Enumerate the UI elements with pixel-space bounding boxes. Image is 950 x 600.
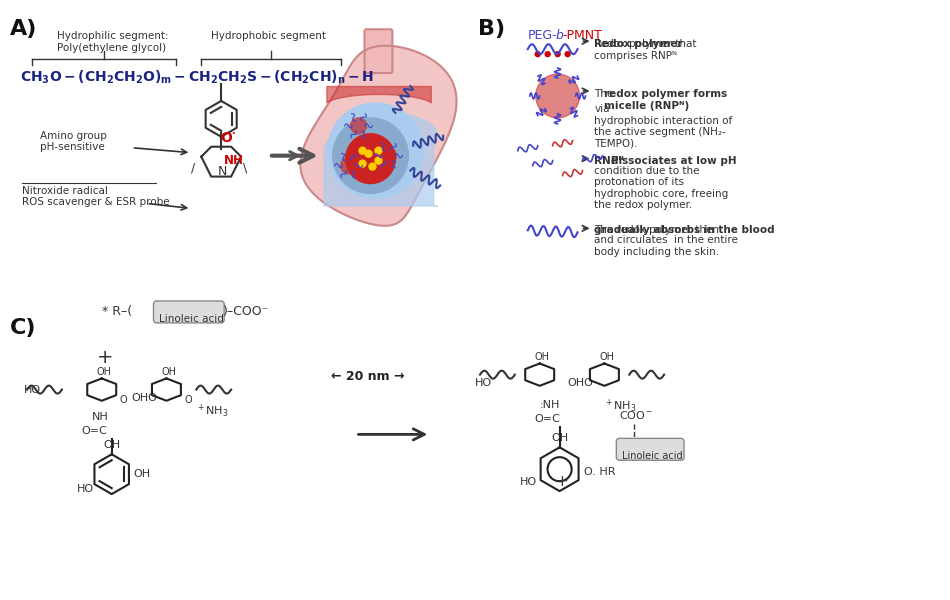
Circle shape: [328, 103, 424, 199]
Text: O=C: O=C: [535, 415, 560, 424]
Text: O=C: O=C: [82, 427, 107, 436]
Text: Nitroxide radical
ROS scavenger & ESR probe: Nitroxide radical ROS scavenger & ESR pr…: [22, 185, 170, 207]
Text: Redox polymer: Redox polymer: [595, 39, 683, 49]
FancyBboxPatch shape: [365, 29, 392, 73]
Text: /: /: [191, 161, 196, 175]
Text: O: O: [184, 395, 192, 404]
Circle shape: [375, 147, 382, 154]
Text: +: +: [556, 474, 568, 489]
Text: A): A): [10, 19, 38, 40]
Text: OH: OH: [162, 367, 177, 377]
Text: :NH: :NH: [540, 400, 560, 410]
Text: redox polymer forms
micelle (RNPᴺ): redox polymer forms micelle (RNPᴺ): [604, 89, 728, 110]
Text: Linoleic acid: Linoleic acid: [622, 451, 683, 461]
Text: OH: OH: [552, 433, 569, 443]
Text: COO$^-$: COO$^-$: [619, 409, 654, 421]
Text: via
hydrophobic interaction of
the active segment (NH₂-
TEMPO).: via hydrophobic interaction of the activ…: [595, 104, 732, 149]
Text: HO: HO: [77, 484, 94, 494]
Text: The redox polymer then: The redox polymer then: [595, 226, 719, 247]
Text: O. HR: O. HR: [584, 467, 616, 477]
Text: HO: HO: [520, 477, 537, 487]
Text: N: N: [218, 164, 228, 178]
Text: OH: OH: [134, 469, 151, 479]
Text: $\mathbf{CH_3O-(CH_2CH_2O)_m-CH_2CH_2S-(CH_2CH)_n-H}$: $\mathbf{CH_3O-(CH_2CH_2O)_m-CH_2CH_2S-(…: [20, 69, 374, 86]
Text: )–COO⁻: )–COO⁻: [223, 305, 270, 318]
Text: HO: HO: [24, 385, 41, 395]
Text: -PMNT: -PMNT: [562, 29, 602, 42]
Text: dissociates at low pH: dissociates at low pH: [612, 155, 737, 166]
Text: gradually absorbs in the blood: gradually absorbs in the blood: [595, 226, 775, 235]
Text: and circulates  in the entire
body including the skin.: and circulates in the entire body includ…: [595, 235, 738, 257]
Text: condition due to the
protonation of its
hydrophobic core, freeing
the redox poly: condition due to the protonation of its …: [595, 166, 729, 211]
Circle shape: [380, 148, 396, 164]
Circle shape: [365, 150, 372, 157]
Circle shape: [545, 52, 550, 56]
Text: Hydrophobic segment: Hydrophobic segment: [211, 31, 326, 41]
Text: \: \: [243, 161, 247, 175]
Text: OH: OH: [599, 352, 615, 362]
Circle shape: [555, 52, 560, 56]
Circle shape: [565, 52, 570, 56]
Circle shape: [375, 157, 382, 164]
Text: NH: NH: [92, 412, 108, 422]
Text: HO: HO: [475, 377, 492, 388]
FancyBboxPatch shape: [617, 439, 684, 460]
Text: +: +: [97, 348, 113, 367]
Text: OHO: OHO: [567, 377, 594, 388]
Text: Amino group
pH-sensitive: Amino group pH-sensitive: [40, 131, 107, 152]
Circle shape: [359, 160, 366, 167]
Circle shape: [535, 52, 541, 56]
Text: b: b: [556, 29, 563, 42]
Text: ← 20 nm →: ← 20 nm →: [331, 370, 404, 383]
Text: The: The: [595, 89, 617, 99]
Circle shape: [332, 118, 408, 193]
Circle shape: [346, 134, 395, 184]
Text: PEG-: PEG-: [528, 29, 558, 42]
Text: $\mathbf{O^{\bullet}}$: $\mathbf{O^{\bullet}}$: [220, 131, 237, 145]
Text: OHO: OHO: [132, 392, 158, 403]
Circle shape: [351, 118, 367, 134]
Text: C): C): [10, 318, 37, 338]
Circle shape: [341, 158, 356, 173]
Circle shape: [369, 163, 376, 170]
FancyBboxPatch shape: [154, 301, 224, 323]
Text: $^+$NH$_3$: $^+$NH$_3$: [604, 398, 637, 415]
Text: NH: NH: [224, 154, 244, 167]
Text: * R–(: * R–(: [102, 305, 132, 318]
Text: OH: OH: [97, 367, 112, 377]
Text: B): B): [478, 19, 505, 40]
Polygon shape: [300, 46, 457, 226]
Text: Linoleic acid: Linoleic acid: [160, 314, 224, 324]
Text: OH: OH: [104, 440, 121, 451]
Text: $^+$NH$_3$: $^+$NH$_3$: [197, 403, 229, 419]
Text: Hydrophilic segment:
Poly(ethylene glycol): Hydrophilic segment: Poly(ethylene glyco…: [57, 31, 168, 53]
Circle shape: [359, 147, 366, 154]
Text: OH: OH: [535, 352, 550, 362]
Circle shape: [536, 74, 580, 118]
Text: Redox polymer that
comprises RNPᴺ: Redox polymer that comprises RNPᴺ: [595, 39, 697, 61]
Text: RNPᴺ: RNPᴺ: [595, 155, 628, 166]
Text: O: O: [120, 395, 127, 404]
